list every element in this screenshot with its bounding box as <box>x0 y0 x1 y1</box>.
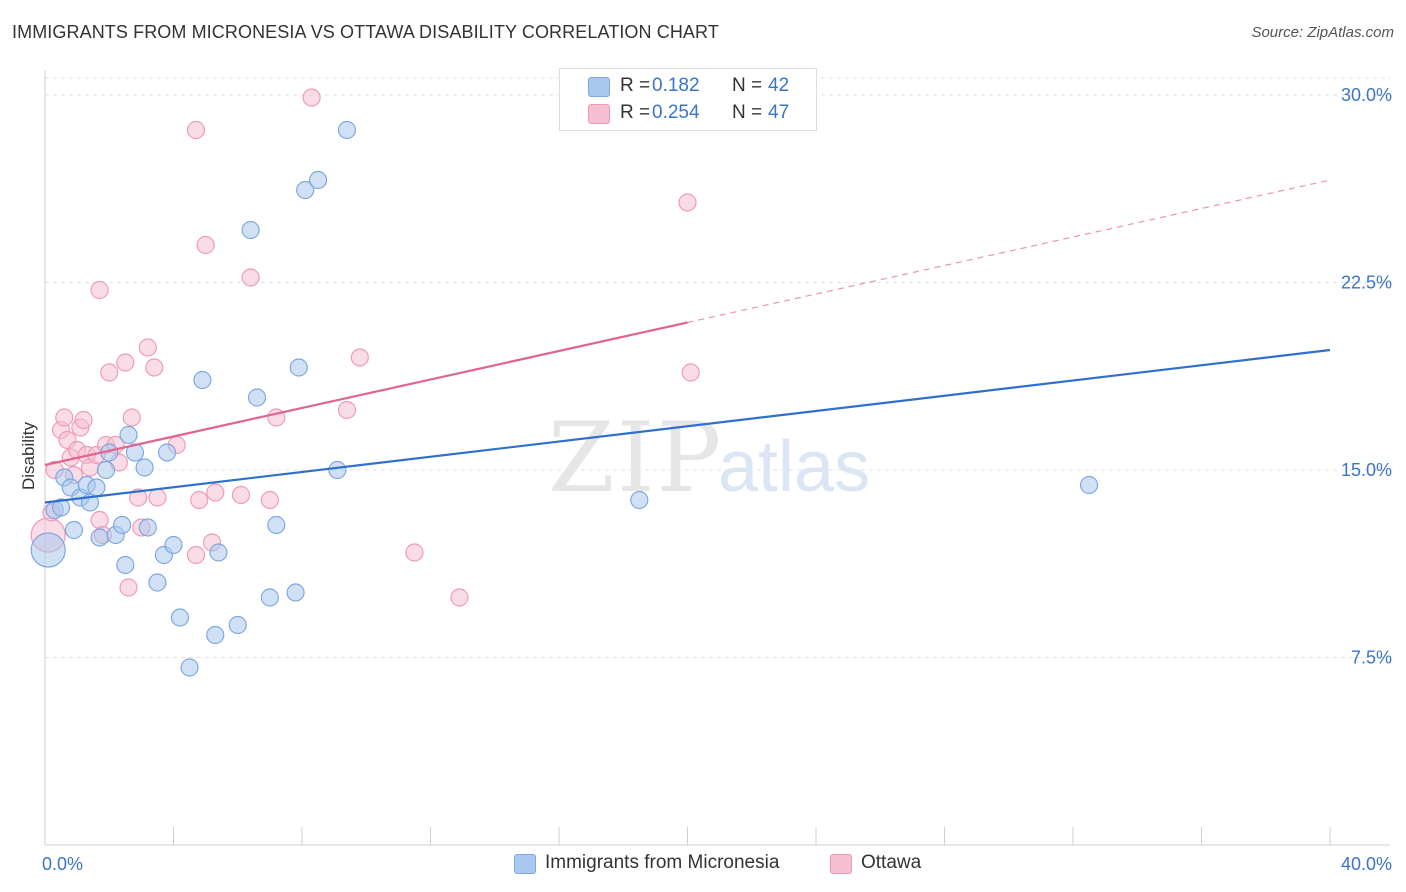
data-point <box>138 518 157 537</box>
x-tick-label: 0.0% <box>42 854 83 874</box>
data-point <box>209 543 228 562</box>
ottawa-points <box>30 88 700 607</box>
data-point <box>135 458 154 477</box>
data-point <box>247 388 267 407</box>
data-point <box>241 268 260 287</box>
data-point <box>119 578 138 597</box>
data-point <box>157 443 177 462</box>
legend-r-label: R = <box>620 102 651 123</box>
data-point <box>302 88 321 107</box>
source-label: Source: ZipAtlas.com <box>1251 24 1394 41</box>
legend-n-label: N = <box>732 75 763 96</box>
data-point <box>231 485 251 505</box>
data-point <box>116 353 135 372</box>
data-point <box>228 615 247 635</box>
data-point <box>450 588 469 607</box>
data-point <box>180 658 199 677</box>
legend-swatch-blue <box>514 854 536 874</box>
data-point <box>64 520 84 540</box>
y-tick-label: 22.5% <box>1341 273 1392 293</box>
data-point <box>51 498 71 517</box>
data-point <box>30 532 66 568</box>
data-point <box>1079 475 1099 495</box>
legend-r-value: 0.254 <box>652 102 700 123</box>
y-tick-label: 30.0% <box>1341 85 1392 105</box>
data-point <box>96 460 116 480</box>
data-point <box>186 120 206 140</box>
data-point <box>170 608 190 627</box>
data-point <box>678 193 697 212</box>
data-point <box>164 535 183 555</box>
data-point <box>148 573 167 592</box>
legend-n-value: 47 <box>768 102 790 123</box>
data-point <box>337 400 357 420</box>
correlation-legend: R = 0.182 N = 42 R = 0.254 N = 47 <box>559 68 817 131</box>
bottom-legend-label: Immigrants from Micronesia <box>545 852 780 873</box>
y-tick-label: 7.5% <box>1351 648 1392 668</box>
data-point <box>87 478 106 497</box>
y-axis-label: Disability <box>19 421 38 490</box>
trend-line <box>44 348 1331 504</box>
data-point <box>289 358 308 377</box>
data-point <box>196 235 215 255</box>
y-tick-label: 15.0% <box>1341 460 1392 480</box>
data-point <box>129 488 148 507</box>
watermark-atlas: atlas <box>718 427 870 507</box>
legend-r-value: 0.182 <box>652 75 700 96</box>
trend-line <box>44 321 688 467</box>
data-point <box>138 338 157 357</box>
legend-n-label: N = <box>732 102 763 123</box>
trend-lines <box>44 179 1331 504</box>
data-point <box>112 515 132 535</box>
tick-labels: 7.5% 15.0% 22.5% 30.0% 0.0% 40.0% <box>42 85 1392 874</box>
x-tick-label: 40.0% <box>1341 854 1392 874</box>
legend-swatch-pink <box>588 104 610 124</box>
data-point <box>90 528 109 547</box>
data-point <box>119 425 138 445</box>
watermark: ZIP atlas <box>548 402 870 514</box>
data-point <box>337 120 357 140</box>
data-point <box>122 408 141 427</box>
legend-swatch-pink <box>830 854 852 874</box>
legend-n-value: 42 <box>768 75 790 96</box>
data-point <box>260 490 279 510</box>
data-point <box>100 363 119 382</box>
data-point <box>350 348 369 367</box>
data-point <box>405 543 424 562</box>
data-point <box>90 280 109 300</box>
data-point <box>116 555 135 575</box>
data-point <box>260 588 279 607</box>
data-point <box>206 625 225 645</box>
data-point <box>74 410 93 430</box>
data-point <box>145 358 164 377</box>
data-point <box>90 510 109 530</box>
data-point <box>267 515 286 535</box>
legend-r-label: R = <box>620 75 651 96</box>
chart-title: IMMIGRANTS FROM MICRONESIA VS OTTAWA DIS… <box>12 22 719 42</box>
data-point <box>308 170 328 190</box>
data-point <box>206 483 225 502</box>
micronesia-points <box>30 120 1099 677</box>
data-point <box>286 583 305 602</box>
bottom-legend-label: Ottawa <box>861 852 922 873</box>
data-point <box>55 408 74 427</box>
data-point <box>630 490 649 510</box>
data-point <box>186 545 206 565</box>
data-point <box>681 363 700 382</box>
axes <box>44 70 1390 846</box>
data-point <box>328 460 347 480</box>
data-point <box>193 370 212 390</box>
trend-line-extension <box>687 179 1331 324</box>
data-point <box>148 488 167 507</box>
data-point <box>241 220 260 240</box>
data-point <box>296 180 315 200</box>
legend-swatch-blue <box>588 77 610 97</box>
data-point <box>190 490 209 510</box>
